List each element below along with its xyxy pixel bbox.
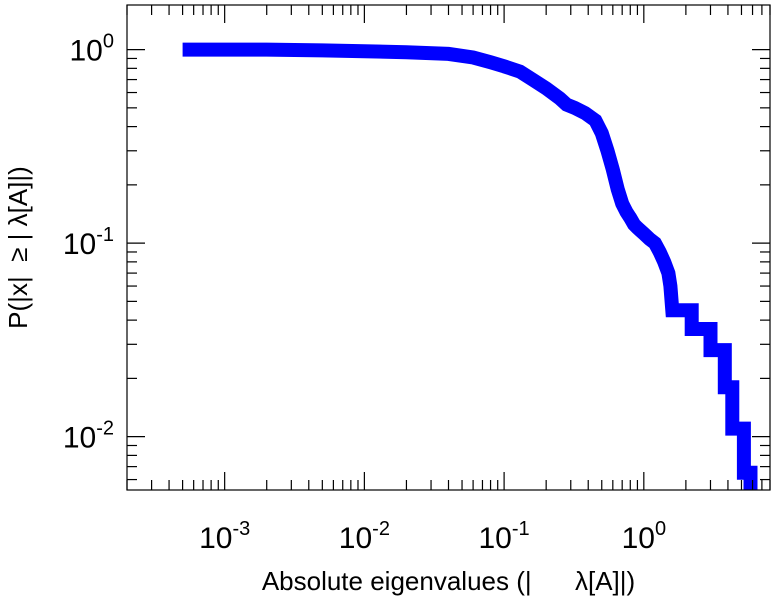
x-tick-label: 100 [622, 518, 667, 555]
x-tick-label: 10-3 [199, 518, 250, 555]
y-axis-label: P(|x| ≥ | λ[A]|) [3, 166, 33, 329]
data-series-line [182, 42, 758, 490]
y-tick-label: 100 [70, 31, 115, 68]
y-tick-label: 10-1 [63, 224, 114, 261]
x-tick-label: 10-2 [339, 518, 390, 555]
x-tick-label: 10-1 [479, 518, 530, 555]
tick-layer [126, 5, 771, 490]
curve-layer [182, 42, 758, 490]
y-tick-label: 10-2 [63, 418, 114, 455]
x-axis-label: Absolute eigenvalues (| λ[A]|) [262, 566, 635, 596]
label-layer: 10-3 10-2 10-1 100 10-2 10-1 100 [63, 31, 666, 555]
